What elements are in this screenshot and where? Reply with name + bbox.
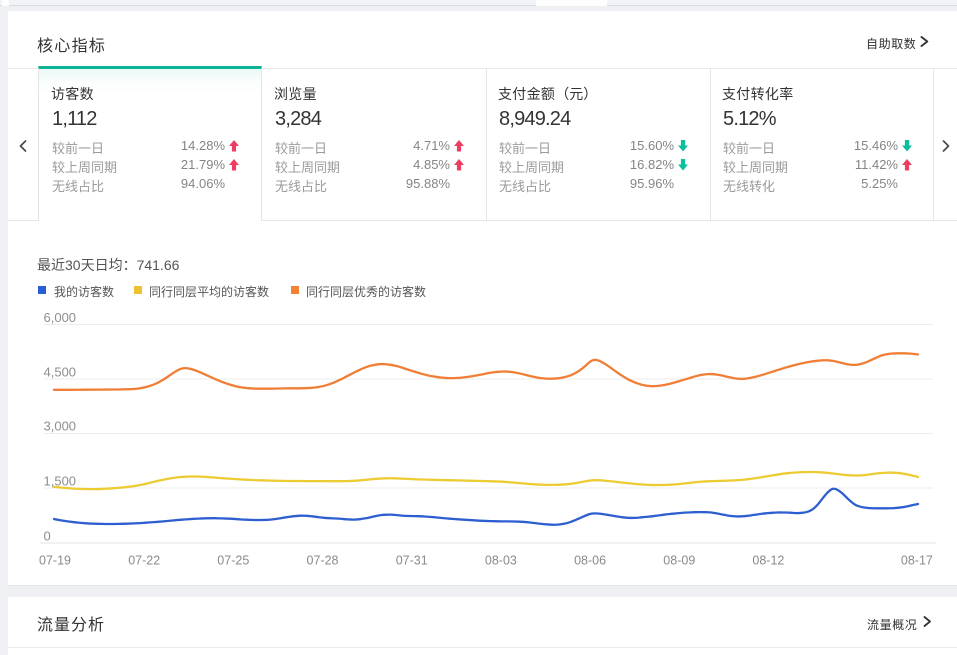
svg-text:07-28: 07-28	[307, 554, 339, 568]
svg-text:07-19: 07-19	[39, 554, 71, 568]
svg-text:07-22: 07-22	[128, 554, 160, 568]
svg-text:08-17: 08-17	[901, 554, 933, 568]
svg-text:0: 0	[44, 529, 51, 544]
svg-text:08-12: 08-12	[752, 554, 784, 568]
svg-text:08-03: 08-03	[485, 554, 517, 568]
svg-text:07-31: 07-31	[396, 554, 428, 568]
svg-text:07-25: 07-25	[217, 554, 249, 568]
svg-text:3,000: 3,000	[44, 419, 77, 434]
svg-text:1,500: 1,500	[44, 474, 77, 489]
svg-text:6,000: 6,000	[44, 310, 77, 325]
svg-text:4,500: 4,500	[44, 365, 77, 380]
svg-text:08-09: 08-09	[663, 554, 695, 568]
svg-text:08-06: 08-06	[574, 554, 606, 568]
